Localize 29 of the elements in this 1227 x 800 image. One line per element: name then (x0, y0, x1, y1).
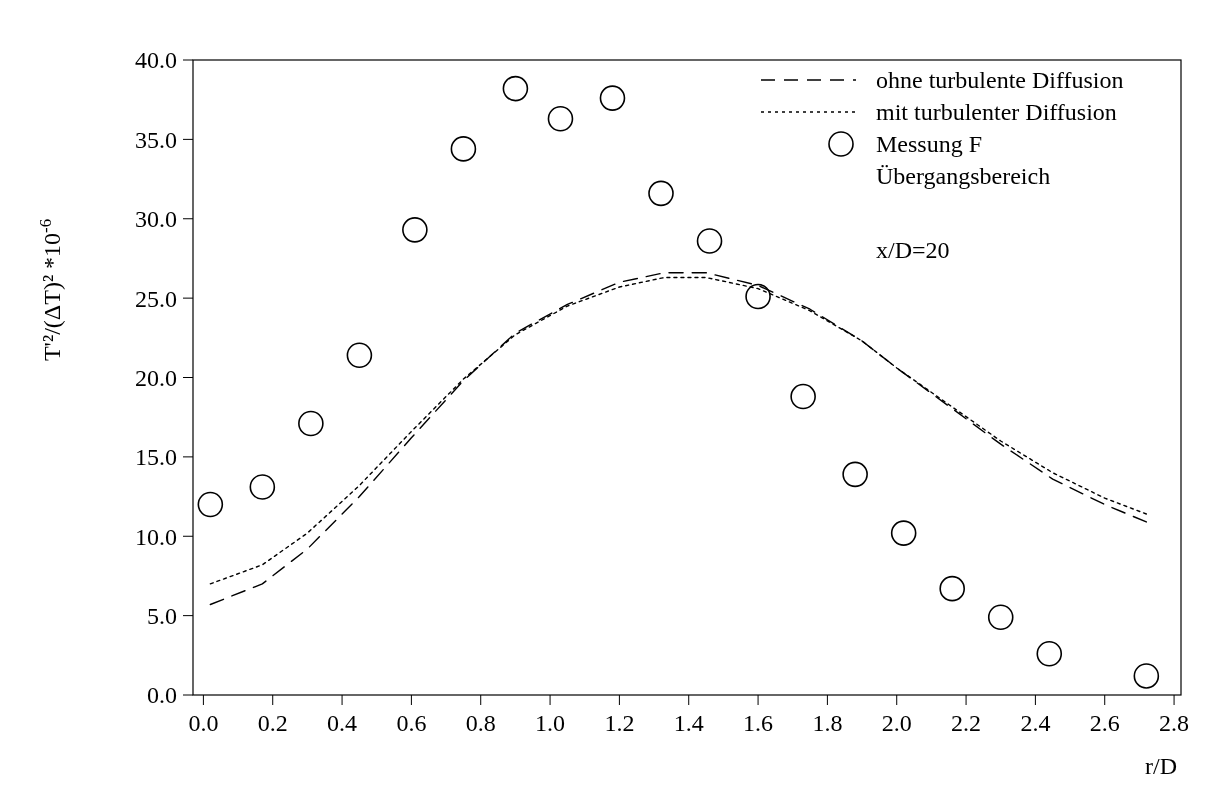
x-tick-label: 0.6 (396, 710, 427, 736)
x-tick-label: 1.2 (604, 710, 635, 736)
y-tick-label: 35.0 (135, 126, 177, 153)
x-tick-label: 0.2 (257, 710, 288, 736)
x-tick-label: 0.0 (188, 710, 219, 736)
y-tick-label: 20.0 (135, 364, 177, 391)
y-tick-label: 10.0 (135, 523, 177, 550)
x-tick-label: 1.0 (535, 710, 566, 736)
y-tick-label: 0.0 (147, 682, 177, 709)
x-axis-title: r/D (1145, 753, 1177, 779)
x-tick-label: 2.2 (951, 710, 982, 736)
legend-label: mit turbulenter Diffusion (876, 99, 1117, 125)
y-tick-label: 40.0 (135, 47, 177, 74)
y-tick-label: 15.0 (135, 444, 177, 471)
x-tick-label: 1.4 (673, 710, 704, 736)
x-tick-label: 2.0 (881, 710, 912, 736)
x-tick-label: 1.8 (812, 710, 843, 736)
x-tick-label: 2.6 (1089, 710, 1120, 736)
x-tick-label: 2.4 (1020, 710, 1051, 736)
y-tick-label: 25.0 (135, 285, 177, 312)
y-tick-label: 30.0 (135, 206, 177, 233)
x-tick-label: 2.8 (1159, 710, 1190, 736)
x-tick-label: 1.6 (743, 710, 774, 736)
y-tick-label: 5.0 (147, 603, 177, 630)
legend-label: Messung F Übergangsbereich (876, 131, 1051, 189)
legend-label: ohne turbulente Diffusion (876, 67, 1124, 93)
x-tick-label: 0.8 (465, 710, 496, 736)
annotation: x/D=20 (876, 237, 950, 263)
x-tick-label: 0.4 (327, 710, 358, 736)
